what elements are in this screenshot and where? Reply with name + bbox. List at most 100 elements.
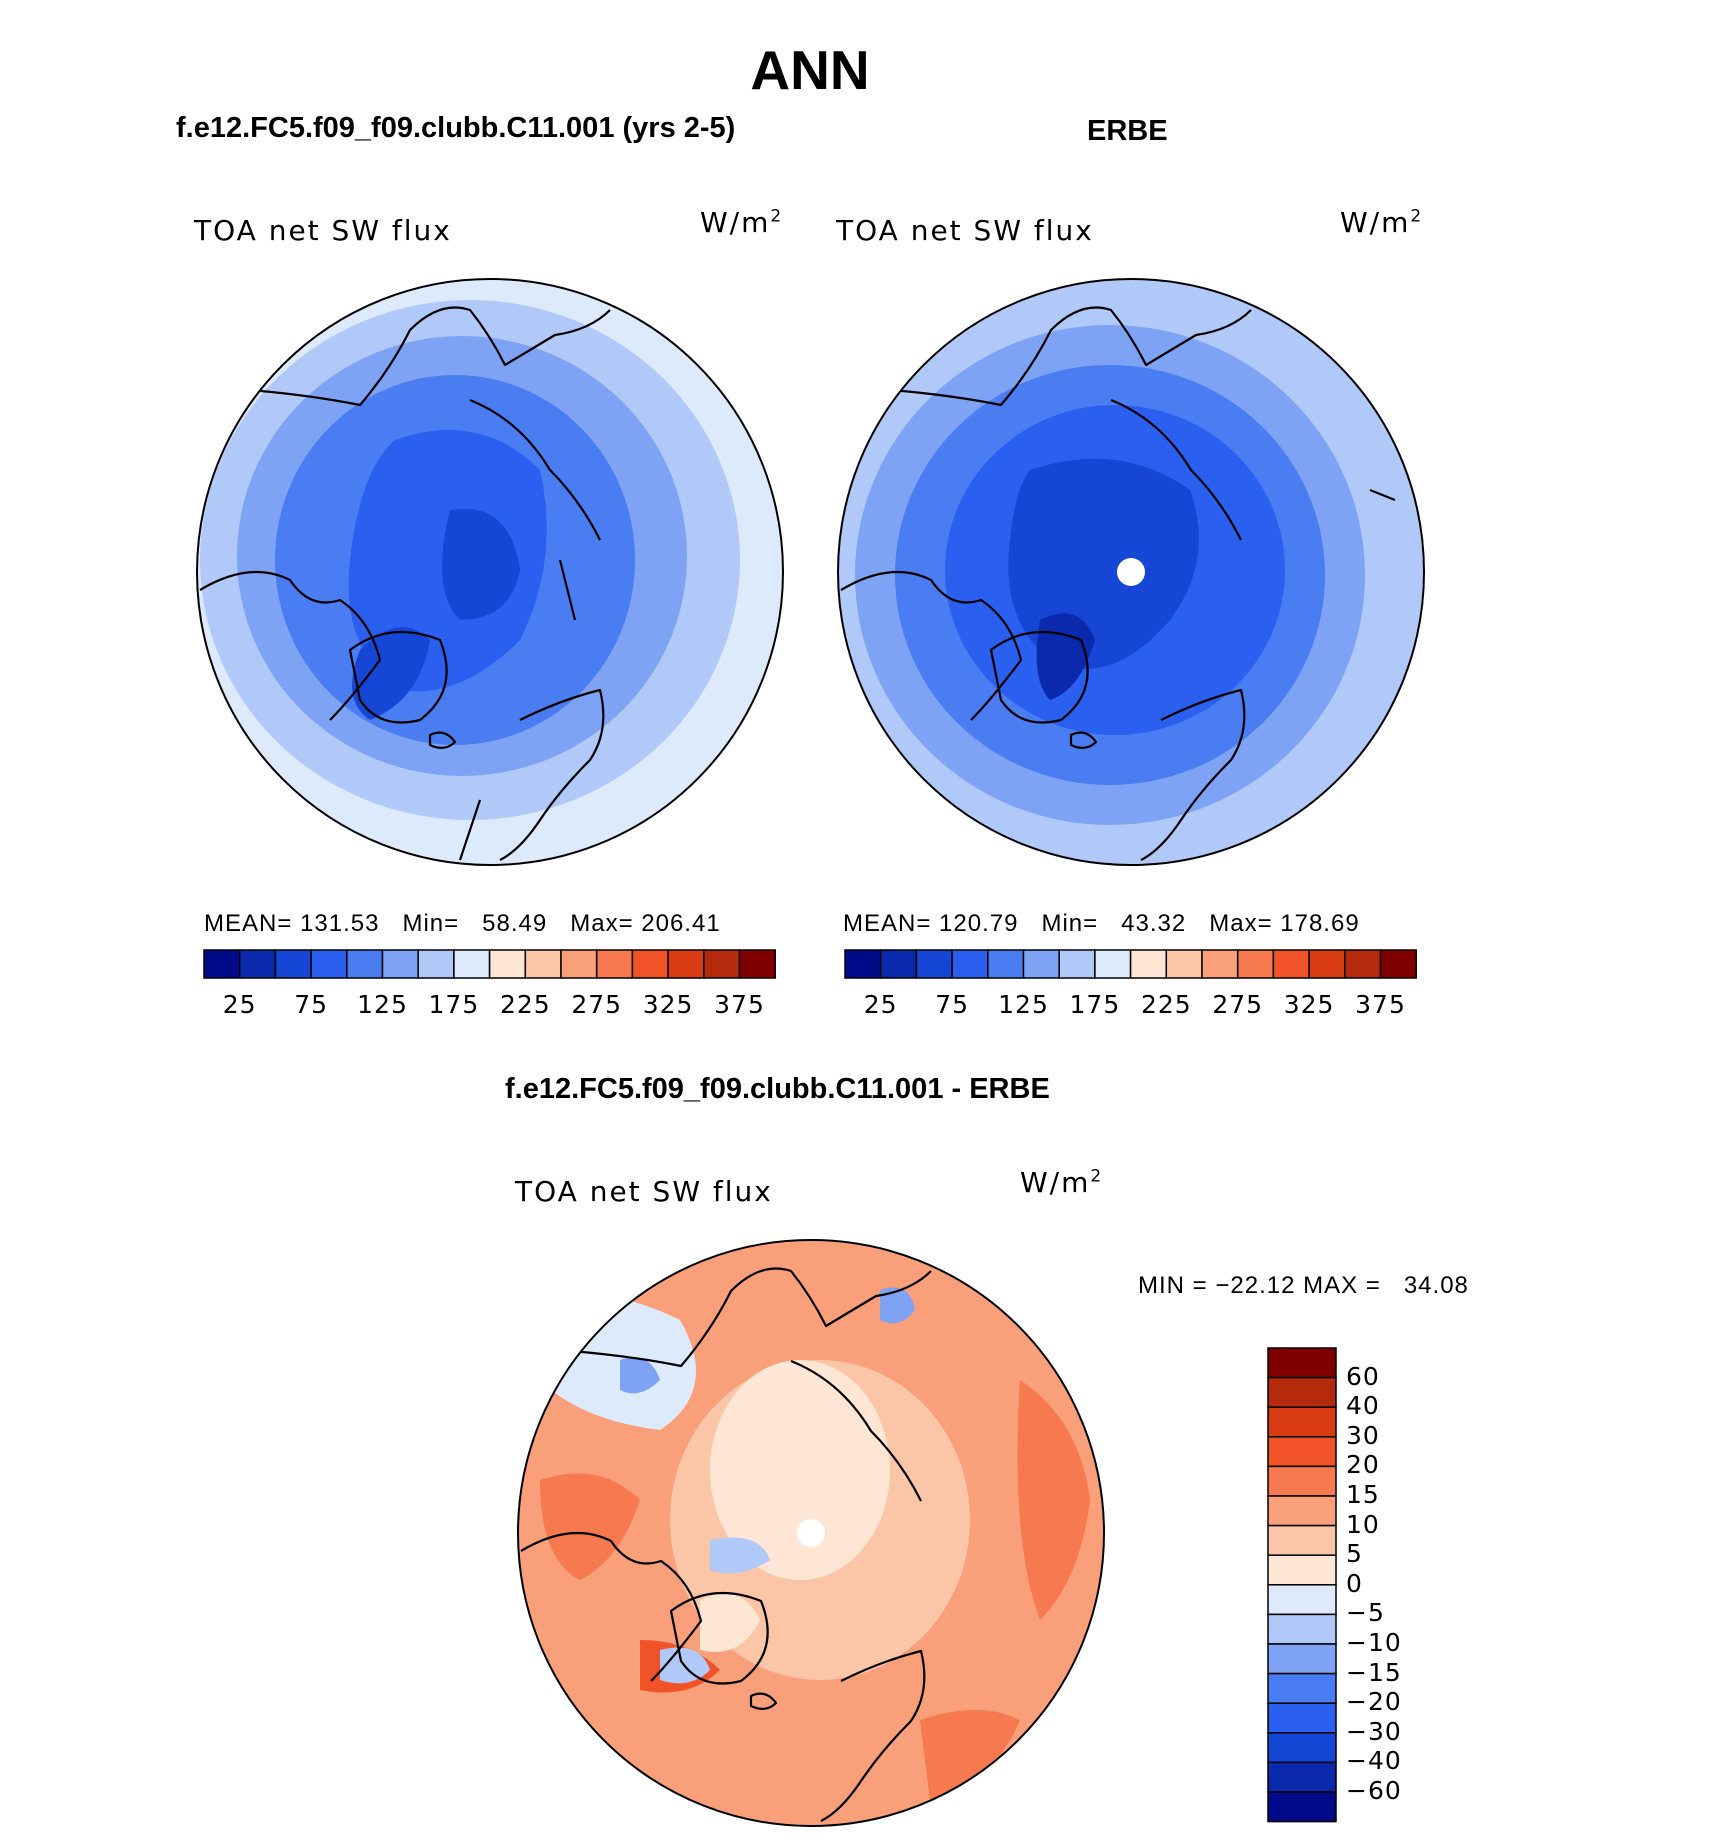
diff-colorbar-swatch xyxy=(1267,1732,1337,1764)
diff-map-border xyxy=(517,1239,1105,1827)
diff-colorbar-swatch xyxy=(1267,1465,1337,1497)
cbar1-swatch xyxy=(203,949,241,979)
panel2-map-border xyxy=(837,278,1425,866)
cbar1-swatch xyxy=(310,949,348,979)
diff-colorbar-tick-label: −40 xyxy=(1346,1746,1402,1776)
panel1-units: W/m2 xyxy=(700,206,784,239)
diff-colorbar-swatch xyxy=(1267,1376,1337,1408)
diff-units: W/m2 xyxy=(1020,1166,1104,1199)
panel2-units: W/m2 xyxy=(1340,206,1424,239)
diff-colorbar xyxy=(1267,1347,1337,1823)
colorbar-tick-label: 125 xyxy=(998,990,1049,1019)
cbar2-swatch xyxy=(844,949,882,979)
cbar2-swatch xyxy=(1022,949,1060,979)
diff-colorbar-swatch xyxy=(1267,1791,1337,1823)
main-title: ANN xyxy=(750,39,870,101)
panel2-coastlines xyxy=(840,306,1396,861)
diff-colorbar-tick-label: −60 xyxy=(1346,1776,1402,1805)
diff-colorbar-swatch xyxy=(1267,1584,1337,1616)
colorbar-tick-label: 325 xyxy=(642,990,694,1019)
colorbar-tick-label: 325 xyxy=(1283,990,1335,1019)
cbar2-swatch xyxy=(1236,949,1275,979)
cbar1-swatch xyxy=(631,949,669,979)
cbar1-swatch xyxy=(667,949,705,979)
diff-minmax: MIN = −22.12 MAX = 34.08 xyxy=(1138,1272,1469,1299)
diff-colorbar-swatch xyxy=(1267,1672,1337,1704)
panel1-case-label: f.e12.FC5.f09_f09.clubb.C11.001 (yrs 2-5… xyxy=(176,112,736,144)
colorbar-tick-label: 25 xyxy=(863,990,898,1019)
colorbar-tick-label: 375 xyxy=(714,990,765,1019)
diff-colorbar-swatch xyxy=(1267,1554,1337,1586)
cbar1-swatch xyxy=(488,949,527,979)
cbar1-swatch xyxy=(703,949,741,979)
cbar1-swatch xyxy=(381,949,419,979)
cbar1-swatch xyxy=(453,949,491,979)
diff-colorbar-swatch xyxy=(1267,1495,1337,1527)
diff-colorbar-swatch xyxy=(1267,1613,1337,1645)
cbar2-swatch xyxy=(987,949,1025,979)
diff-colorbar-tick-label: 5 xyxy=(1346,1539,1363,1569)
diff-colorbar-tick-label: 0 xyxy=(1346,1568,1363,1598)
cbar1-swatch xyxy=(417,949,455,979)
colorbar-tick-label: 275 xyxy=(571,990,623,1019)
diff-colorbar-swatch xyxy=(1267,1347,1337,1379)
diff-colorbar-tick-label: −15 xyxy=(1346,1657,1402,1687)
colorbar-tick-label: 175 xyxy=(428,990,480,1019)
panel1-map-border xyxy=(196,278,784,866)
colorbar-tick-label: 225 xyxy=(499,990,551,1019)
cbar2-swatch xyxy=(879,949,918,979)
colorbar-tick-label: 375 xyxy=(1355,990,1406,1019)
cbar2-swatch xyxy=(1058,949,1096,979)
colorbar-tick-label: 75 xyxy=(935,990,969,1019)
diff-colorbar-tick-label: −10 xyxy=(1346,1628,1402,1657)
cbar2-swatch xyxy=(1344,949,1382,979)
diff-colorbar-tick-label: 15 xyxy=(1346,1480,1380,1509)
cbar2-swatch xyxy=(1165,949,1203,979)
cbar1-swatch xyxy=(274,949,312,979)
panel2-colorbar xyxy=(844,949,1417,979)
cbar2-swatch xyxy=(1379,949,1417,979)
diff-colorbar-tick-label: −20 xyxy=(1346,1687,1402,1717)
diff-colorbar-swatch xyxy=(1267,1643,1337,1675)
colorbar-tick-label: 225 xyxy=(1140,990,1192,1019)
diff-field-title: TOA net SW flux xyxy=(515,1175,773,1208)
panel1-stats: MEAN= 131.53 Min= 58.49 Max= 206.41 xyxy=(204,910,721,937)
colorbar-tick-label: 75 xyxy=(294,990,328,1019)
diff-colorbar-tick-label: 10 xyxy=(1346,1509,1380,1539)
panel2-case-label: ERBE xyxy=(1087,115,1168,147)
diff-colorbar-swatch xyxy=(1267,1761,1337,1793)
diff-colorbar-tick-label: −5 xyxy=(1346,1598,1385,1628)
diff-colorbar-swatch xyxy=(1267,1524,1337,1556)
panel1-colorbar xyxy=(203,949,776,979)
panel1-field-title: TOA net SW flux xyxy=(194,214,452,247)
panel2-stats: MEAN= 120.79 Min= 43.32 Max= 178.69 xyxy=(843,910,1360,937)
diff-colorbar-tick-label: 30 xyxy=(1346,1420,1380,1450)
colorbar-tick-label: 175 xyxy=(1069,990,1121,1019)
diff-colorbar-swatch xyxy=(1267,1406,1337,1438)
cbar1-swatch xyxy=(524,949,562,979)
cbar2-swatch xyxy=(951,949,989,979)
cbar2-swatch xyxy=(1201,949,1239,979)
cbar2-swatch xyxy=(1308,949,1346,979)
diff-polar-hole xyxy=(797,1519,825,1547)
cbar1-swatch xyxy=(560,949,598,979)
diff-coastlines xyxy=(520,1267,932,1822)
diff-colorbar-swatch xyxy=(1267,1702,1337,1734)
colorbar-tick-label: 25 xyxy=(222,990,257,1019)
panel2-field-title: TOA net SW flux xyxy=(836,214,1094,247)
diff-colorbar-tick-label: 40 xyxy=(1346,1391,1380,1421)
cbar2-swatch xyxy=(1094,949,1132,979)
colorbar-tick-label: 275 xyxy=(1212,990,1264,1019)
diff-title: f.e12.FC5.f09_f09.clubb.C11.001 - ERBE xyxy=(505,1073,1050,1105)
cbar1-swatch xyxy=(595,949,634,979)
cbar2-swatch xyxy=(1129,949,1168,979)
colorbar-tick-label: 125 xyxy=(357,990,408,1019)
cbar2-swatch xyxy=(915,949,953,979)
diff-colorbar-tick-label: −30 xyxy=(1346,1716,1402,1746)
diff-colorbar-swatch xyxy=(1267,1436,1337,1468)
cbar1-swatch xyxy=(346,949,384,979)
cbar1-swatch xyxy=(738,949,776,979)
diff-colorbar-tick-label: 60 xyxy=(1346,1361,1380,1391)
cbar1-swatch xyxy=(238,949,277,979)
